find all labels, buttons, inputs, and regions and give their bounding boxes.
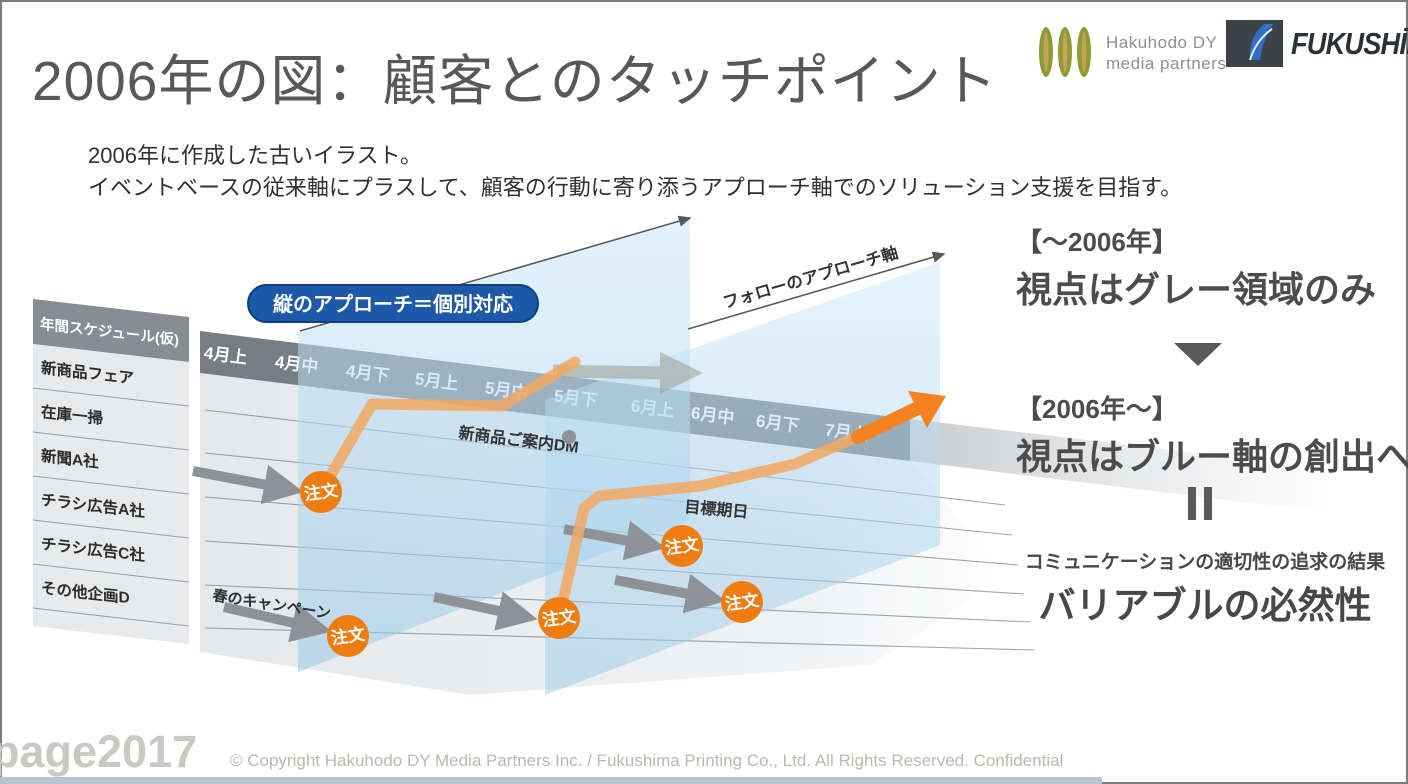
hakuhodo-logo-line2: media partners [1106, 54, 1227, 74]
bottom-accent-bar [0, 777, 1102, 784]
hakuhodo-logo-text: Hakuhodo DY media partners [1106, 24, 1226, 75]
copyright-text: © Copyright Hakuhodo DY Media Partners I… [230, 751, 1064, 770]
vertical-approach-badge-label: 縦のアプローチ＝個別対応 [273, 292, 513, 316]
period2-text: 視点はブルー軸の創出へ [1016, 436, 1408, 477]
event-axis-band-tail [910, 419, 1340, 514]
page2017-watermark: page2017 [0, 726, 198, 777]
period1-label: 【～2006年】 [1016, 227, 1178, 257]
schedule-header-cell [33, 299, 189, 363]
subtitle: 2006年に作成した古いイラスト。 イベントベースの従来軸にプラスして、顧客の行… [88, 140, 1182, 204]
approach-wall-1 [298, 219, 690, 672]
order-badges: 注文 注文 注文 注文 注文 [300, 471, 763, 657]
page-title: 2006年の図：顧客とのタッチポイント [32, 50, 998, 112]
period2-label: 【2006年～】 [1016, 394, 1178, 424]
order-badge: 注文 [724, 590, 761, 615]
hakuhodo-leaves-icon [1036, 24, 1094, 85]
order-badge: 注文 [664, 534, 701, 559]
result-label: コミュニケーションの適切性の追求の結果 [1024, 552, 1386, 573]
hakuhodo-logo: Hakuhodo DY media partners [1036, 24, 1226, 85]
subtitle-line-1: 2006年に作成した古いイラスト。 [88, 143, 423, 168]
dm-dot [562, 430, 576, 444]
subtitle-line-2: イベントベースの従来軸にプラスして、顧客の行動に寄り添うアプローチ軸でのソリュー… [88, 174, 1183, 200]
double-bar-equals-icon [1188, 487, 1212, 520]
vertical-approach-badge: 縦のアプローチ＝個別対応 [247, 284, 539, 323]
result-block: コミュニケーションの適切性の追求の結果 バリアブルの必然性 [1020, 547, 1390, 629]
fukushima-mark-icon [1226, 20, 1283, 67]
schedule-body [33, 344, 189, 645]
order-badge: 注文 [541, 606, 578, 631]
fukushima-logo-text: FUKUSHİMA [1291, 25, 1408, 61]
hakuhodo-logo-line1: Hakuhodo DY [1106, 33, 1218, 52]
down-triangle-icon [1174, 343, 1222, 366]
period1-text: 視点はグレー領域のみ [1016, 269, 1377, 310]
schedule-table: 年間スケジュール(仮) 新商品フェア 在庫一掃 新聞A社 チラシ広告A社 チラシ… [33, 299, 189, 645]
journey-path-1 [315, 356, 581, 498]
follow-approach-axis-arrow [687, 251, 946, 330]
journey-arrowhead [851, 391, 946, 444]
order-badge: 注文 [330, 624, 367, 649]
period1-block: 【～2006年】 視点はグレー領域のみ [1016, 222, 1376, 313]
journey-path-2 [553, 426, 874, 624]
fukushima-logo: FUKUSHİMA [1226, 20, 1408, 67]
order-badge: 注文 [303, 480, 340, 505]
period2-block: 【2006年～】 視点はブルー軸の創出へ [1016, 389, 1408, 480]
result-text: バリアブルの必然性 [1038, 585, 1372, 626]
faded-event-arrow [552, 352, 703, 394]
